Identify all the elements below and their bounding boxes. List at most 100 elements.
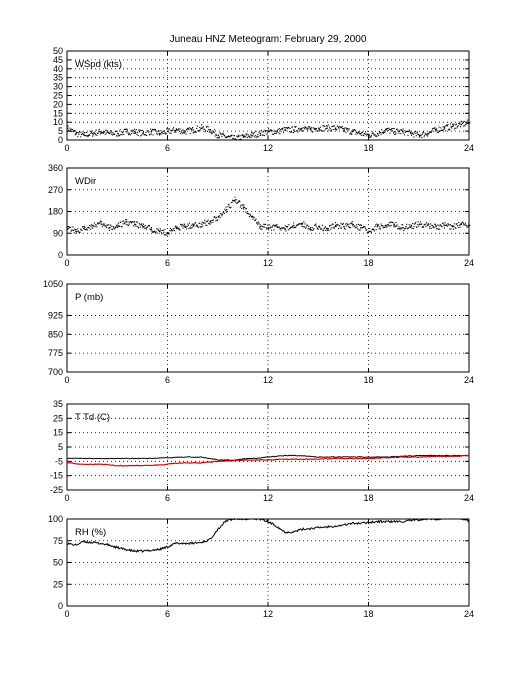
data-point: [159, 134, 161, 136]
data-point: [297, 131, 299, 133]
data-point: [424, 132, 426, 134]
data-point: [220, 212, 222, 215]
data-point: [418, 225, 420, 227]
data-point: [203, 222, 205, 224]
data-point: [189, 226, 191, 228]
data-point: [121, 134, 123, 136]
data-point: [330, 129, 332, 131]
data-point: [128, 223, 130, 225]
data-point: [375, 135, 377, 137]
x-tick-label: 0: [64, 375, 69, 385]
data-point: [224, 137, 227, 139]
data-point: [165, 232, 167, 234]
data-point: [397, 130, 399, 132]
data-point: [224, 208, 226, 210]
data-point: [94, 132, 96, 134]
data-point: [142, 132, 144, 135]
data-point: [280, 130, 282, 132]
data-point: [454, 127, 456, 129]
data-point: [75, 229, 77, 231]
data-point: [461, 221, 463, 223]
data-point: [443, 128, 445, 130]
data-point: [463, 223, 465, 225]
data-point: [269, 227, 271, 229]
data-point: [90, 132, 92, 135]
data-point: [123, 223, 125, 225]
data-point: [220, 213, 222, 215]
data-point: [361, 227, 363, 229]
data-point: [230, 134, 232, 137]
data-point: [425, 222, 428, 224]
data-point: [215, 220, 217, 222]
data-point: [350, 222, 352, 224]
data-point: [230, 135, 233, 137]
data-point: [453, 225, 455, 227]
data-point: [452, 228, 454, 230]
data-point: [308, 225, 310, 227]
data-point: [255, 218, 257, 220]
data-point: [100, 223, 102, 225]
data-point: [444, 125, 446, 127]
data-point: [455, 124, 457, 126]
data-point: [177, 228, 179, 230]
data-point: [290, 131, 292, 133]
data-point: [102, 132, 104, 134]
data-point: [384, 131, 386, 133]
data-point: [238, 134, 240, 136]
data-point: [167, 232, 169, 234]
data-point: [72, 226, 74, 228]
data-point: [385, 226, 387, 228]
data-point: [354, 129, 356, 131]
x-tick-label: 18: [363, 258, 373, 268]
data-point: [71, 129, 73, 131]
data-point: [403, 132, 405, 134]
data-point: [282, 127, 284, 130]
data-point: [234, 199, 236, 201]
data-point: [369, 230, 371, 233]
data-point: [102, 223, 104, 225]
data-point: [81, 229, 83, 231]
data-point: [375, 135, 377, 137]
data-point: [305, 226, 307, 228]
data-point: [299, 130, 301, 132]
data-point: [188, 227, 190, 230]
data-point: [305, 126, 307, 128]
data-point: [275, 132, 277, 134]
data-point: [342, 223, 344, 225]
data-point: [218, 215, 221, 217]
data-point: [324, 226, 326, 228]
data-point: [139, 224, 141, 226]
data-point: [449, 123, 451, 125]
data-point: [386, 127, 388, 130]
data-point: [351, 133, 353, 136]
data-point: [153, 129, 155, 131]
data-point: [192, 224, 194, 227]
data-point: [96, 222, 99, 224]
data-point: [466, 123, 468, 125]
data-point: [83, 132, 85, 134]
data-point: [120, 131, 122, 133]
data-point: [399, 228, 401, 230]
data-point: [72, 130, 75, 132]
data-point: [232, 137, 234, 140]
data-point: [392, 222, 394, 224]
y-tick-label: 0: [58, 135, 63, 145]
data-point: [173, 129, 175, 132]
data-point: [72, 130, 74, 132]
data-point: [151, 230, 153, 232]
data-point: [136, 131, 139, 133]
data-point: [274, 226, 276, 228]
data-point: [203, 128, 206, 130]
data-point: [360, 132, 362, 135]
data-point: [67, 226, 69, 228]
data-point: [111, 228, 113, 230]
y-tick-label: 25: [53, 413, 63, 423]
data-point: [457, 226, 459, 228]
data-point: [326, 127, 328, 129]
data-point: [459, 123, 461, 125]
data-point: [465, 224, 467, 226]
data-point: [138, 227, 140, 229]
data-point: [276, 130, 279, 132]
data-point: [296, 130, 298, 132]
